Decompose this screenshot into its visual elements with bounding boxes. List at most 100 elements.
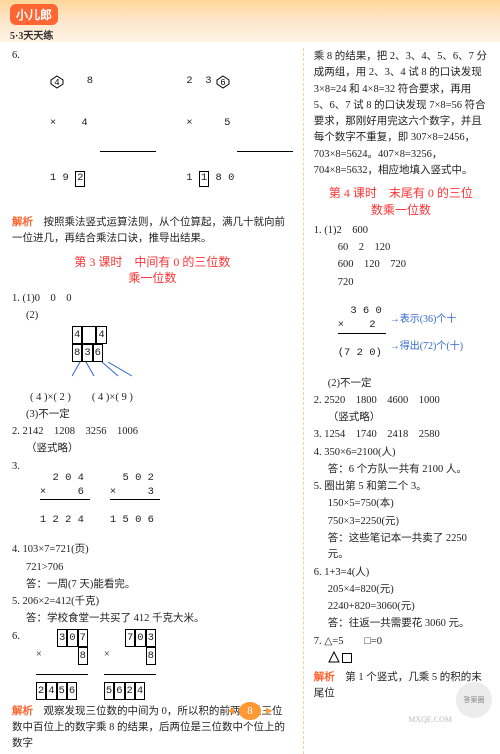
q2b: （竖式略）	[314, 410, 488, 426]
q5: 5. 206×2=412(千克)	[12, 594, 293, 610]
watermark-badge: 答案圈	[456, 682, 492, 718]
answer-box: 2	[75, 171, 85, 187]
q5d: 答：这些笔记本一共卖了 2250 元。	[314, 531, 488, 564]
q6b: 205×4=820(元)	[314, 582, 488, 598]
svg-text:6: 6	[220, 78, 225, 88]
hexagon-icon: 4	[50, 75, 64, 89]
square-icon	[342, 653, 352, 663]
analysis-label: 解析	[314, 672, 335, 683]
calc-num: 8 0	[216, 172, 235, 184]
q7: 7. △=5 □=0	[314, 634, 488, 650]
q6a-label: 6.	[12, 629, 20, 700]
q1e: (2)不一定	[314, 376, 488, 392]
calc-line-b: 1 2 2 4	[40, 514, 84, 526]
cell: 6	[114, 682, 124, 700]
q2b: （竖式略）	[12, 441, 293, 457]
q1-3: (3)不一定	[12, 407, 293, 423]
calc-block-left: 4 8 × 4 1 9 2	[50, 48, 156, 214]
calc-line-t: 2 0 4	[40, 472, 84, 484]
q5b: 150×5=750(本)	[314, 496, 488, 512]
triangle-icon	[328, 651, 340, 663]
page-number: 8	[239, 702, 261, 720]
cell: 7	[125, 629, 135, 647]
calc-num: 1 9	[50, 172, 69, 184]
cell: 0	[67, 629, 77, 647]
note-1: →表示(36)个十	[390, 312, 463, 328]
answer-box: 1	[199, 171, 209, 187]
q5b: 答：学校食堂一共买了 412 千克大米。	[12, 611, 293, 627]
grid-cell-empty	[82, 326, 96, 344]
section-title-line2: 数乘一位数	[314, 202, 488, 219]
calc-2: 5 0 2 × 3 1 5 0 6	[110, 459, 160, 542]
arrow-diagram	[72, 362, 192, 382]
grid-cell: 8	[72, 344, 82, 362]
cell: 7	[78, 629, 88, 647]
cell: 4	[135, 682, 145, 700]
calc-num: 2 3	[186, 75, 211, 89]
cell: 3	[57, 629, 67, 647]
left-column: 6. 4 8 × 4 1 9 2 2 3 6 × 5 1 1 8 0	[12, 48, 293, 754]
header-banner: 小儿郎 5·3天天练	[0, 0, 500, 42]
cell: 2	[125, 682, 135, 700]
brand-badge: 小儿郎	[10, 4, 58, 25]
cell: 0	[135, 629, 145, 647]
cell: 3	[146, 629, 156, 647]
cell: 5	[104, 682, 114, 700]
calc-line-t: 5 0 2	[110, 472, 154, 484]
grid-diagram: 4 4 8 3 6	[12, 326, 293, 389]
calc-x: × 2	[338, 319, 376, 331]
expr: ( 4 )×( 2 )	[30, 392, 71, 403]
section-title-line2: 乘一位数	[12, 270, 293, 287]
cell: 6	[67, 682, 77, 700]
q6-label: 6.	[12, 48, 20, 64]
right-column: 乘 8 的结果，把 2、3、4、5、6、7 分成两组，用 2、3、4 试 8 的…	[314, 48, 488, 754]
watermark-text: 答案圈	[464, 696, 485, 704]
cell: 4	[46, 682, 56, 700]
grid-cell: 4	[72, 326, 82, 344]
grid-cell: 6	[93, 344, 103, 362]
calc-num: 1	[186, 172, 192, 184]
note-2: →得出(72)个(十)	[390, 339, 463, 355]
calc-t: 3 6 0	[338, 305, 382, 317]
q4c: 答：一周(7 天)能看完。	[12, 577, 293, 593]
column-divider	[303, 48, 304, 754]
q1b: 60 2 120	[314, 240, 488, 256]
analysis-text: 按照乘法竖式运算法则，从个位算起，满几十就向前一位进几，再结合乘法口诀，推导出结…	[12, 217, 285, 244]
continuation-text: 乘 8 的结果，把 2、3、4、5、6、7 分成两组，用 2、3、4 试 8 的…	[314, 49, 488, 179]
calc-line-m: × 6	[40, 486, 84, 498]
cell: 2	[36, 682, 46, 700]
section-title: 第 4 课时 末尾有 0 的三位 数乘一位数	[314, 185, 488, 219]
q1-2: (2)	[12, 308, 293, 324]
cell: 8	[146, 647, 156, 665]
q1d: 720	[314, 275, 488, 291]
content-columns: 6. 4 8 × 4 1 9 2 2 3 6 × 5 1 1 8 0	[0, 42, 500, 754]
q4: 4. 103×7=721(页)	[12, 542, 293, 558]
watermark-url: MXQE.COM	[408, 715, 452, 724]
q3: 3. 1254 1740 2418 2580	[314, 427, 488, 443]
cell: 5	[57, 682, 67, 700]
calc-with-notes: 3 6 0 × 2 (7 2 0) →表示(36)个十 →得出(72)个(十)	[314, 292, 488, 375]
q5c: 750×3=2250(元)	[314, 514, 488, 530]
section-title-line1: 第 3 课时 中间有 0 的三位数	[12, 254, 293, 271]
q2: 2. 2520 1800 4600 1000	[314, 393, 488, 409]
hexagon-icon: 6	[216, 75, 230, 89]
times: ×	[36, 647, 42, 665]
q4b: 答：6 个方队一共有 2100 人。	[314, 462, 488, 478]
q4: 4. 350×6=2100(人)	[314, 445, 488, 461]
q1: 1. (1)2 600	[314, 223, 488, 239]
times-sign: ×	[50, 117, 56, 129]
calc-line-m: × 3	[110, 486, 154, 498]
grid-cell: 3	[82, 344, 92, 362]
q4b: 721>706	[12, 560, 293, 576]
section-title-line1: 第 4 课时 末尾有 0 的三位	[314, 185, 488, 202]
expr: ( 4 )×( 9 )	[92, 392, 133, 403]
q6d: 答：往返一共需要花 3060 元。	[314, 616, 488, 632]
q7-shapes	[314, 651, 488, 669]
svg-text:4: 4	[54, 78, 59, 88]
calc-num: 5	[193, 117, 231, 129]
grid-cell: 4	[96, 326, 106, 344]
grid-calc-2: 7 0 3 ×8 5 6 2 4	[104, 629, 156, 700]
q1: 1. (1)0 0 0	[12, 291, 293, 307]
calc-1: 2 0 4 × 6 1 2 2 4	[40, 459, 90, 542]
q6c: 2240+820=3060(元)	[314, 599, 488, 615]
